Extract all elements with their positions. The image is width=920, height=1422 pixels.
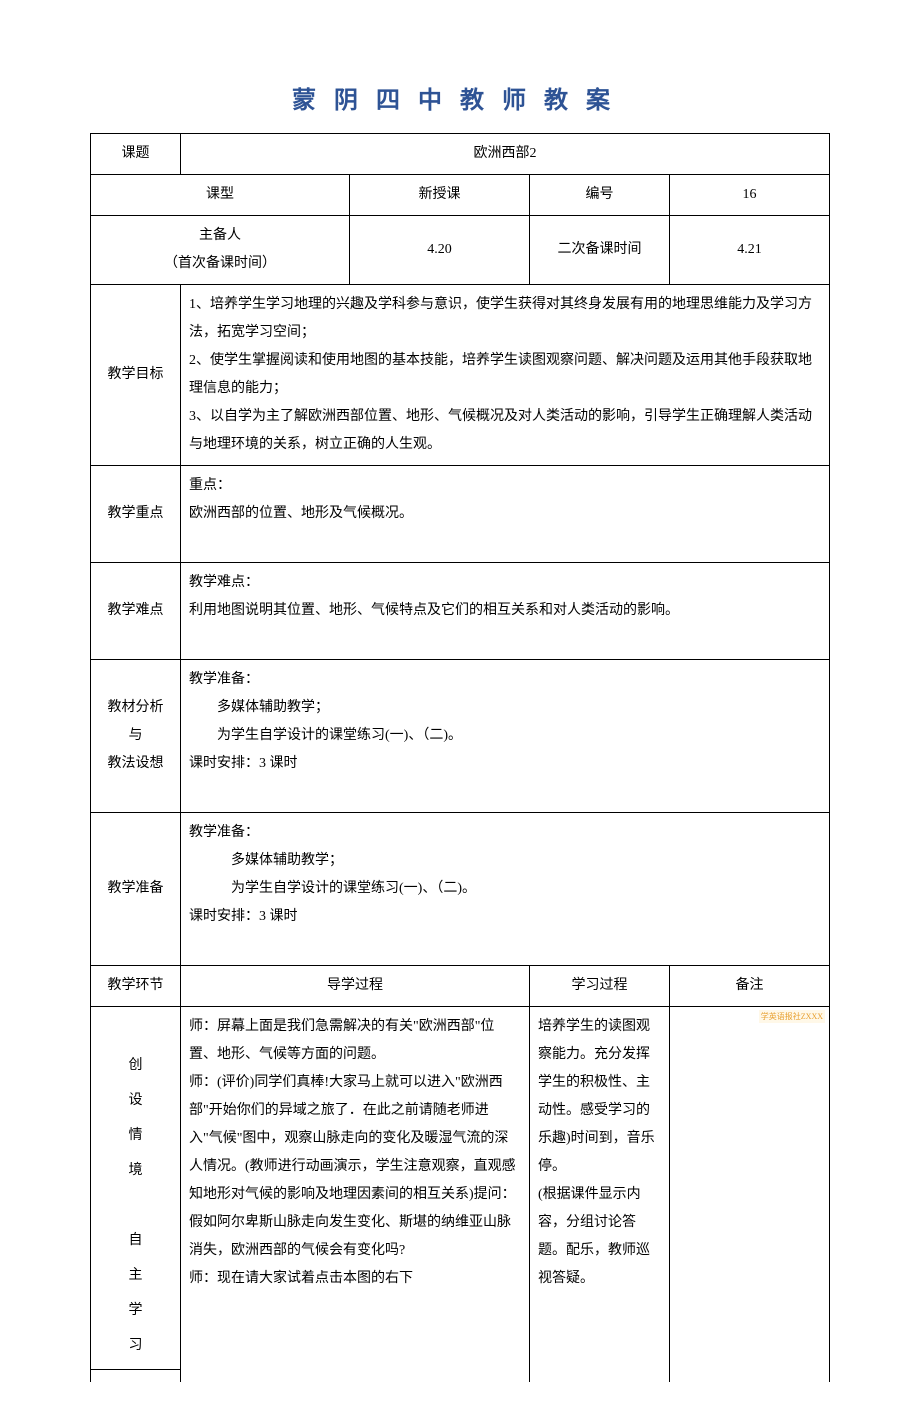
analysis-line1: 多媒体辅助教学； [189,694,329,722]
preparation-line2: 为学生自学设计的课堂练习(一)、（二)。 [189,875,476,903]
preparer-label: 主备人 （首次备课时间） [91,216,350,285]
objectives-content: 1、培养学生学习地理的兴趣及学科参与意识，使学生获得对其终身发展有用的地理思维能… [181,285,830,466]
learning-content: 培养学生的读图观察能力。充分发挥学生的积极性、主动性。感受学习的乐趣)时间到，音… [530,1007,670,1383]
analysis-label: 教材分析 与 教法设想 [91,660,181,813]
objectives-label: 教学目标 [91,285,181,466]
phase-2: 设 [129,1093,143,1108]
analysis-label-1: 教材分析 [108,700,164,715]
notes-cell [670,1007,830,1383]
topic-label: 课题 [91,134,181,175]
type-label: 课型 [91,175,350,216]
analysis-line3: 课时安排：3 课时 [189,756,298,771]
phase-1: 创 [129,1058,143,1073]
number-label: 编号 [530,175,670,216]
phase-3: 情 [129,1128,143,1143]
process-col1: 教学环节 [91,966,181,1007]
phase-cell-empty [91,1370,181,1383]
phase-8: 习 [129,1338,143,1353]
preparation-heading: 教学准备： [189,825,259,840]
process-col3: 学习过程 [530,966,670,1007]
phase-cell-1: 创 设 情 境 自 主 学 习 [91,1007,181,1370]
topic-value: 欧洲西部2 [181,134,830,175]
phase-4: 境 [129,1163,143,1178]
preparer-label-text: 主备人 [199,228,241,243]
keypoints-label: 教学重点 [91,466,181,563]
process-col2: 导学过程 [181,966,530,1007]
phase-7: 学 [129,1303,143,1318]
analysis-line2: 为学生自学设计的课堂练习(一)、（二)。 [189,722,462,750]
preparation-line1: 多媒体辅助教学； [189,847,343,875]
preparer-value: 4.20 [350,216,530,285]
page-title: 蒙阴四中教师教案 [90,80,830,115]
difficulties-content: 教学难点： 利用地图说明其位置、地形、气候特点及它们的相互关系和对人类活动的影响… [181,563,830,660]
lesson-plan-table: 课题 欧洲西部2 课型 新授课 编号 16 主备人 （首次备课时间） 4.20 … [90,133,830,1382]
preparation-label: 教学准备 [91,813,181,966]
analysis-label-2: 与 [129,728,143,743]
teaching-content: 师：屏幕上面是我们急需解决的有关"欧洲西部"位置、地形、气候等方面的问题。 师：… [181,1007,530,1383]
analysis-heading: 教学准备： [189,672,259,687]
difficulties-label: 教学难点 [91,563,181,660]
second-prep-label: 二次备课时间 [530,216,670,285]
preparer-sublabel: （首次备课时间） [164,256,276,271]
number-value: 16 [670,175,830,216]
keypoints-text: 欧洲西部的位置、地形及气候概况。 [189,506,413,521]
difficulties-heading: 教学难点： [189,575,259,590]
type-value: 新授课 [350,175,530,216]
process-col4: 备注 [670,966,830,1007]
difficulties-text: 利用地图说明其位置、地形、气候特点及它们的相互关系和对人类活动的影响。 [189,603,679,618]
phase-6: 主 [129,1268,143,1283]
analysis-content: 教学准备： 多媒体辅助教学； 为学生自学设计的课堂练习(一)、（二)。 课时安排… [181,660,830,813]
second-prep-value: 4.21 [670,216,830,285]
analysis-label-3: 教法设想 [108,756,164,771]
phase-5: 自 [129,1233,143,1248]
watermark: 学英语报社ZXXX [759,1010,825,1023]
keypoints-content: 重点： 欧洲西部的位置、地形及气候概况。 [181,466,830,563]
keypoints-heading: 重点： [189,478,231,493]
preparation-line3: 课时安排：3 课时 [189,909,298,924]
preparation-content: 教学准备： 多媒体辅助教学； 为学生自学设计的课堂练习(一)、（二)。 课时安排… [181,813,830,966]
